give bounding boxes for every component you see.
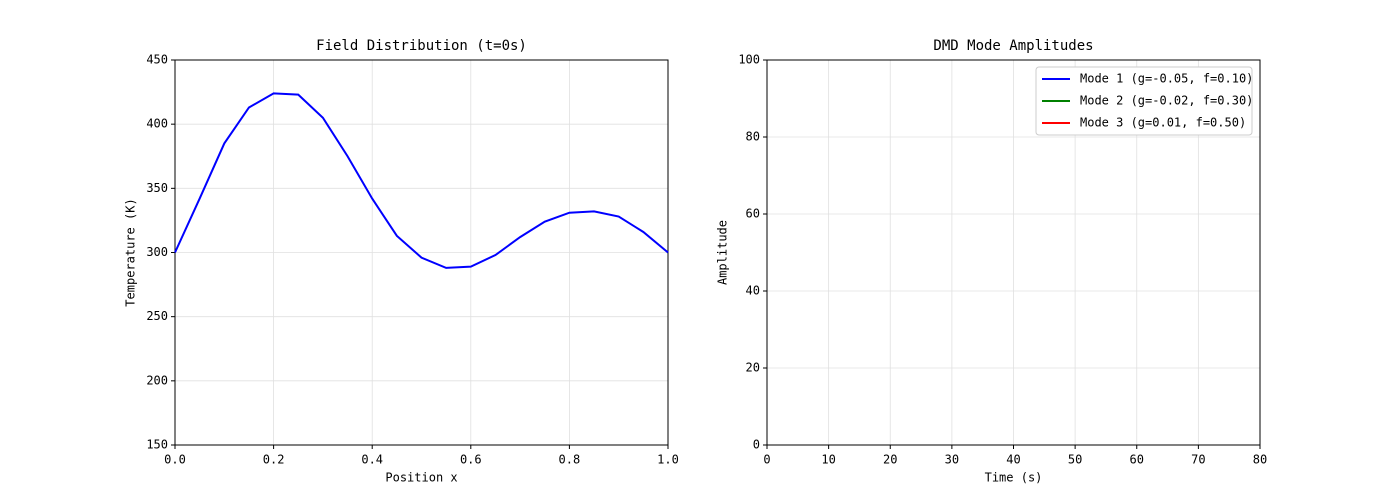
series-line xyxy=(174,92,669,269)
x-tick-label: 30 xyxy=(945,453,959,467)
x-tick-label: 70 xyxy=(1191,453,1205,467)
x-tick-label: 0.4 xyxy=(361,453,383,467)
legend-label: Mode 3 (g=0.01, f=0.50) xyxy=(1080,116,1246,130)
y-tick-label: 60 xyxy=(746,207,760,221)
x-axis-label: Position x xyxy=(385,471,457,485)
legend-label: Mode 2 (g=-0.02, f=0.30) xyxy=(1080,94,1253,108)
y-axis-label: Temperature (K) xyxy=(124,198,138,306)
plot-frame xyxy=(766,59,1261,446)
x-axis-label: Time (s) xyxy=(985,471,1043,485)
legend-box xyxy=(1035,66,1253,136)
x-tick-label: 0.6 xyxy=(460,453,482,467)
x-tick-label: 20 xyxy=(883,453,897,467)
y-tick-label: 0 xyxy=(753,438,760,452)
x-tick-label: 10 xyxy=(821,453,835,467)
x-tick-label: 0.0 xyxy=(164,453,186,467)
y-tick-label: 100 xyxy=(738,53,760,67)
x-tick-label: 40 xyxy=(1006,453,1020,467)
y-tick-label: 150 xyxy=(146,438,168,452)
y-tick-label: 350 xyxy=(146,181,168,195)
x-tick-label: 80 xyxy=(1253,453,1267,467)
chart-title: Field Distribution (t=0s) xyxy=(316,38,527,54)
x-tick-label: 0.2 xyxy=(263,453,285,467)
x-tick-label: 60 xyxy=(1130,453,1144,467)
y-tick-label: 20 xyxy=(746,361,760,375)
y-tick-label: 250 xyxy=(146,309,168,323)
y-tick-label: 450 xyxy=(146,53,168,67)
y-tick-label: 200 xyxy=(146,373,168,387)
chart-title: DMD Mode Amplitudes xyxy=(933,38,1093,54)
y-tick-label: 80 xyxy=(746,130,760,144)
x-tick-label: 0 xyxy=(763,453,770,467)
y-tick-label: 300 xyxy=(146,245,168,259)
x-tick-label: 0.8 xyxy=(559,453,581,467)
y-tick-label: 400 xyxy=(146,117,168,131)
y-tick-label: 40 xyxy=(746,284,760,298)
legend-label: Mode 1 (g=-0.05, f=0.10) xyxy=(1080,72,1253,86)
x-tick-label: 1.0 xyxy=(657,453,679,467)
x-tick-label: 50 xyxy=(1068,453,1082,467)
y-axis-label: Amplitude xyxy=(716,220,730,285)
